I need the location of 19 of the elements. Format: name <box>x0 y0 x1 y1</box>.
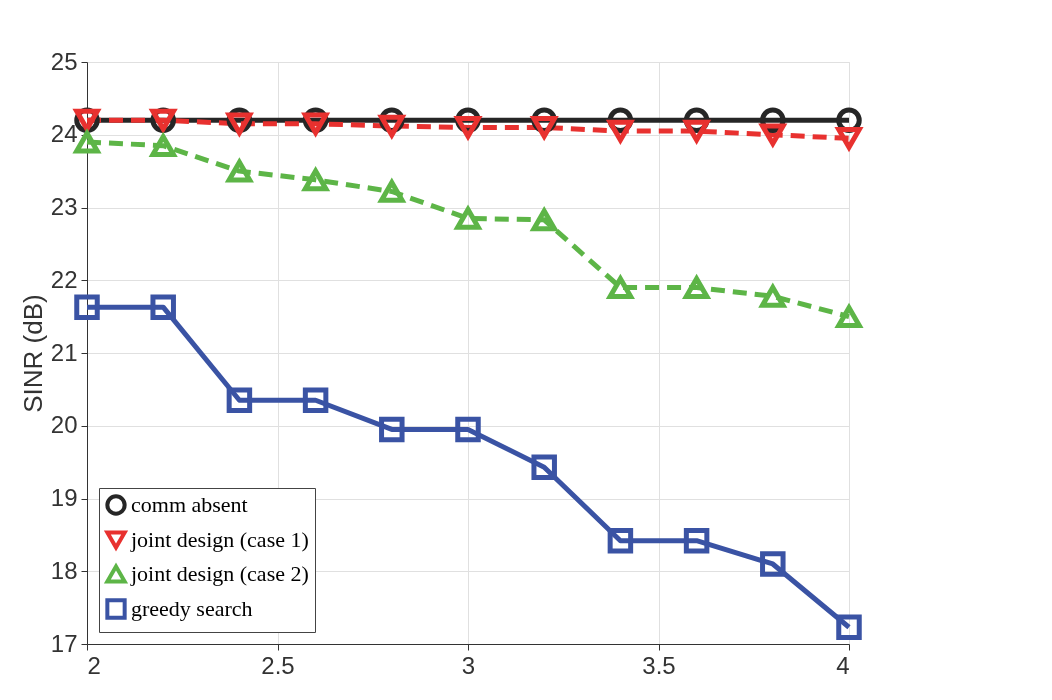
y-tick-label: 21 <box>50 338 78 366</box>
x-tick-label: 2 <box>87 651 101 679</box>
y-tick-label: 17 <box>50 629 78 657</box>
x-tick-label: 2.5 <box>261 651 295 679</box>
y-tick-label: 23 <box>50 193 78 220</box>
legend-label: comm absent <box>131 492 248 517</box>
y-tick-label: 25 <box>50 47 78 75</box>
y-axis-title: SINR (dB) <box>17 294 48 413</box>
legend-label: joint design (case 1) <box>130 527 309 552</box>
x-tick-label: 3.5 <box>642 651 676 679</box>
x-tick-label: 3 <box>461 651 476 679</box>
y-tick-label: 22 <box>50 265 78 293</box>
y-tick-label: 24 <box>50 120 78 148</box>
y-tick-label: 18 <box>50 556 78 584</box>
y-tick-label: 19 <box>50 484 78 511</box>
legend-label: greedy search <box>131 596 253 621</box>
y-tick-label: 20 <box>50 411 78 439</box>
legend-label: joint design (case 2) <box>130 561 309 586</box>
x-tick-label: 4 <box>836 651 850 679</box>
